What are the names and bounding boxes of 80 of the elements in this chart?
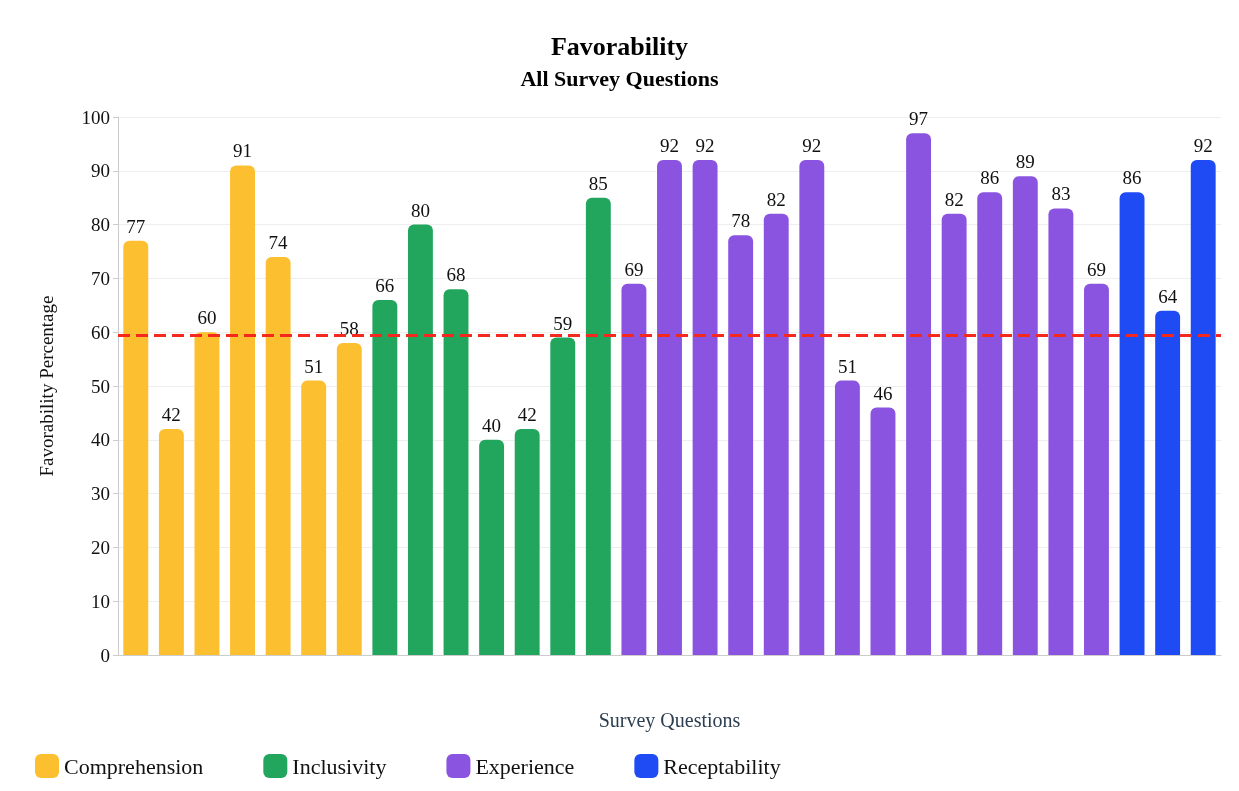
legend-label: Experience xyxy=(475,753,575,779)
bar xyxy=(1155,310,1181,655)
data-label: 92 xyxy=(802,135,822,157)
data-label: 68 xyxy=(446,264,466,286)
y-tick-label: 100 xyxy=(81,106,110,128)
bar xyxy=(906,133,932,655)
data-label: 42 xyxy=(161,404,181,426)
bar xyxy=(230,165,255,655)
x-axis-title: Survey Questions xyxy=(598,709,741,732)
bar xyxy=(479,439,505,655)
data-label: 80 xyxy=(410,199,430,221)
y-tick-label: 80 xyxy=(91,214,110,236)
bar xyxy=(585,197,611,655)
data-label: 60 xyxy=(197,307,217,329)
bar xyxy=(977,192,1003,655)
data-label: 83 xyxy=(1051,183,1071,205)
data-label: 82 xyxy=(944,188,964,210)
data-label: 92 xyxy=(660,135,679,157)
data-label: 97 xyxy=(909,108,929,130)
data-label: 82 xyxy=(766,188,786,210)
bar xyxy=(692,160,718,655)
bar xyxy=(372,299,398,655)
bar xyxy=(657,160,682,655)
chart-subtitle: All Survey Questions xyxy=(520,65,719,91)
data-label: 42 xyxy=(517,404,537,426)
bar xyxy=(621,283,647,655)
data-label: 40 xyxy=(482,414,502,436)
y-tick-label: 40 xyxy=(91,429,110,451)
bar xyxy=(941,213,967,655)
chart-title: Favorability xyxy=(550,31,689,61)
y-tick-label: 70 xyxy=(91,267,110,289)
y-tick-label: 20 xyxy=(91,536,110,558)
bar xyxy=(763,213,789,655)
y-tick-label: 10 xyxy=(91,590,110,612)
bar xyxy=(1048,208,1074,655)
bar xyxy=(799,160,825,655)
data-label: 78 xyxy=(731,210,751,232)
bar xyxy=(123,240,149,655)
data-label: 51 xyxy=(837,355,857,377)
data-label: 59 xyxy=(553,312,573,334)
data-label: 85 xyxy=(588,172,608,194)
bar xyxy=(1012,176,1038,655)
data-label: 69 xyxy=(1086,258,1106,280)
data-label: 66 xyxy=(375,274,395,296)
bar xyxy=(336,342,362,655)
bar xyxy=(407,224,433,655)
data-label: 64 xyxy=(1158,285,1178,307)
data-label: 46 xyxy=(873,382,893,404)
bar xyxy=(514,429,540,655)
data-label: 51 xyxy=(304,355,324,377)
y-tick-label: 90 xyxy=(91,160,110,182)
bar xyxy=(158,429,184,655)
data-label: 89 xyxy=(1015,151,1035,173)
bar xyxy=(301,380,327,655)
y-tick-label: 50 xyxy=(91,375,110,397)
bar xyxy=(1084,283,1109,655)
bar xyxy=(1190,160,1216,655)
legend-label: Inclusivity xyxy=(292,753,387,779)
bar xyxy=(550,337,576,655)
data-label: 92 xyxy=(695,135,715,157)
bar xyxy=(1119,192,1145,655)
y-tick-label: 60 xyxy=(91,321,110,343)
data-label: 69 xyxy=(624,258,644,280)
y-tick-label: 30 xyxy=(91,483,110,505)
legend-label: Receptability xyxy=(663,753,781,779)
data-label: 86 xyxy=(980,167,1000,189)
data-label: 77 xyxy=(126,215,146,237)
data-label: 86 xyxy=(1122,167,1142,189)
bar xyxy=(194,332,220,655)
data-label: 74 xyxy=(268,231,289,253)
bar xyxy=(443,289,469,655)
y-axis-title: Favorability Percentage xyxy=(36,295,57,477)
legend-label: Comprehension xyxy=(64,753,204,779)
y-tick-label: 0 xyxy=(100,644,110,666)
bar xyxy=(834,380,860,655)
data-label: 92 xyxy=(1193,135,1213,157)
bar xyxy=(870,407,896,655)
bar xyxy=(265,256,291,655)
data-label: 91 xyxy=(233,140,253,162)
bar xyxy=(728,235,754,655)
